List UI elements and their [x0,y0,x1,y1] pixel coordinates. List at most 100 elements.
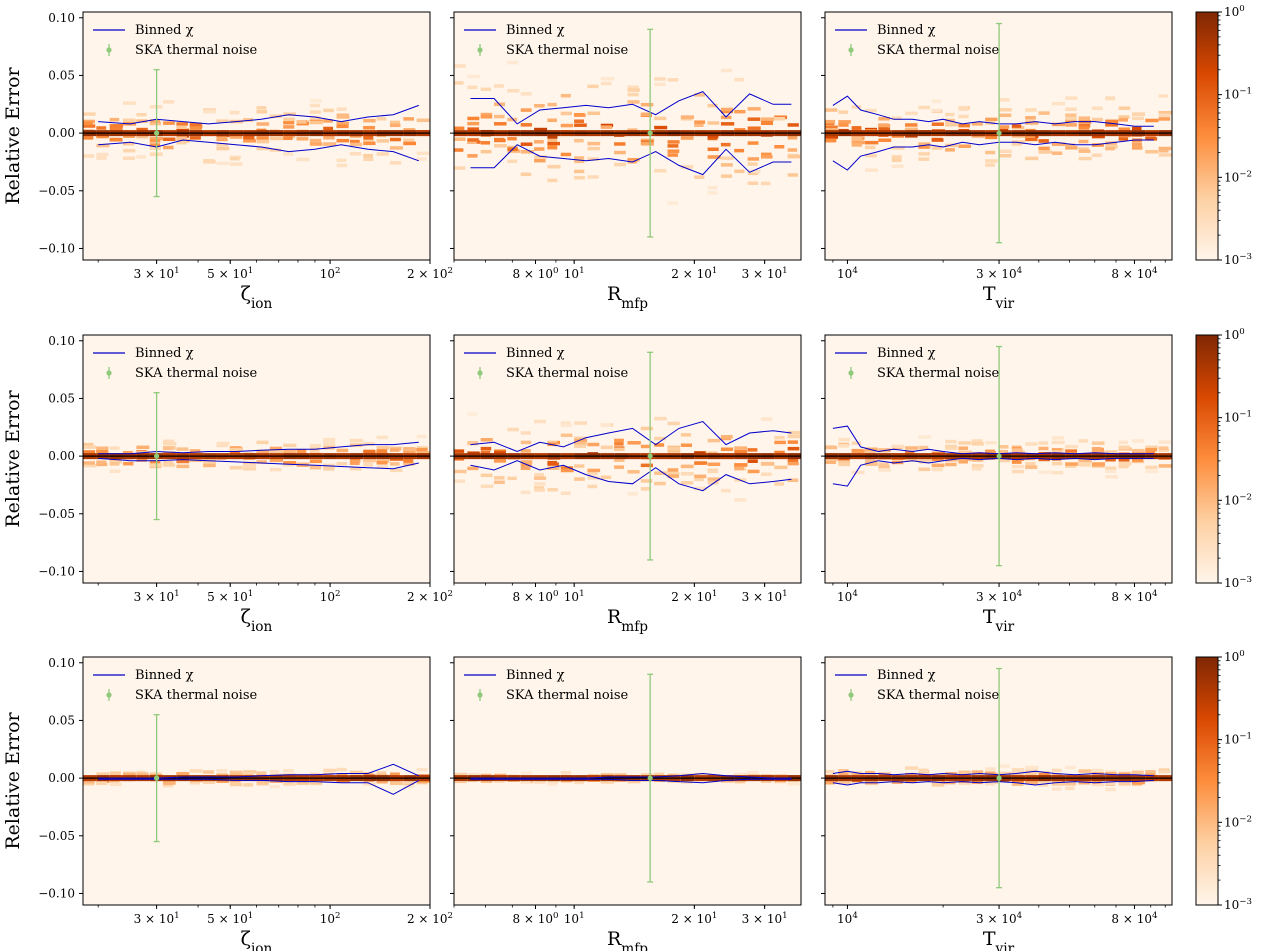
histogram-cell [667,421,680,426]
histogram-cell [376,152,389,156]
histogram-cell [985,163,995,167]
histogram-cell [83,112,96,116]
histogram-cell [838,768,849,773]
histogram-cell [1091,106,1103,111]
histogram-cell [520,490,531,495]
histogram-cell [1038,773,1050,777]
histogram-cell [787,461,799,466]
histogram-cell [534,486,544,490]
histogram-cell [547,118,557,123]
histogram-cell [680,472,694,476]
histogram-cell [614,150,626,155]
y-axis-title: Relative Error [2,711,24,849]
histogram-cell [323,443,336,448]
histogram-cell [825,121,835,126]
histogram-cell [574,138,584,143]
legend-label-noise: SKA thermal noise [506,366,629,381]
histogram-cell [480,141,491,145]
histogram-cell [507,159,518,164]
colorbar [1195,656,1219,906]
histogram-cell [787,782,800,786]
histogram-cell [109,460,122,464]
histogram-cell [216,161,230,166]
histogram-cell [229,110,240,115]
histogram-cell [547,135,558,139]
histogram-cell [747,126,761,130]
histogram-cell [309,465,322,470]
binned-chi-lower-line [832,779,1154,786]
histogram-cell [654,436,666,441]
histogram-cell [587,442,600,447]
x-axis-title: ζion [241,928,273,951]
histogram-cell [547,782,558,786]
histogram-cell [734,463,748,467]
histogram-cell [83,121,93,125]
histogram-cell [838,462,850,467]
histogram-cell [323,772,334,777]
histogram-cell [547,466,560,470]
histogram-cell [376,461,388,465]
y-tick-label: −0.10 [38,564,75,578]
histogram-cell [787,458,799,463]
histogram-cell [323,119,333,123]
histogram-cell [1025,765,1039,770]
histogram-cell [323,126,334,131]
histogram-cell [627,100,640,104]
histogram-cell [1131,780,1145,785]
histogram-cell [1091,447,1102,451]
histogram-cell [363,458,377,463]
histogram-cell [1065,765,1076,770]
histogram-cell [931,783,945,787]
histogram-cell [454,469,467,474]
histogram-cell [918,152,930,156]
histogram-cell [454,449,465,453]
histogram-cell [547,102,557,107]
histogram-cell [1011,124,1022,128]
histogram-cell [216,768,228,773]
histogram-cell [787,446,800,451]
histogram-cell [507,60,518,65]
histogram-cell [520,449,531,453]
histogram-cell [878,138,892,143]
histogram-cell [520,771,533,775]
histogram-cell [480,87,491,91]
binned-chi-lower-line [470,144,792,176]
histogram-cell [1145,469,1159,474]
histogram-cell [123,450,133,455]
histogram-cell [1105,119,1119,124]
binned-chi-upper-line [470,91,792,125]
histogram-cell [918,142,931,146]
histogram-cell [163,783,174,788]
histogram-cell [998,771,1009,776]
histogram-cell [520,440,532,445]
histogram-cell [520,463,532,467]
histogram-cell [945,123,958,127]
histogram-cell [336,113,349,117]
histogram-cell [774,465,788,470]
x-tick-label: 3 × 101 [134,589,180,604]
histogram-cell [1131,142,1142,146]
histogram-cell [480,446,492,451]
histogram-cell [269,449,283,454]
histogram-cell [376,465,389,469]
x-tick-label: 2 × 102 [407,589,453,604]
histogram-cell [467,441,478,446]
legend: Binned χ SKA thermal noise [835,668,1000,703]
histogram-cell [149,772,162,776]
histogram-cell [454,137,466,141]
histogram-cell [680,443,693,447]
histogram-cell [363,136,374,140]
colorbar-tick-label: 100 [1224,649,1245,664]
histogram-cell [680,481,694,485]
histogram-cell [1025,462,1036,466]
colorbar-tick-label: 10−2 [1224,814,1252,829]
histogram-cell [507,427,519,432]
histogram-cell [1051,142,1066,146]
histogram-cell [216,136,227,141]
histogram-cell [1158,769,1171,774]
histogram-cell [163,145,174,150]
histogram-cell [825,108,838,112]
histogram-cell [96,446,109,450]
histogram-cell [336,767,347,772]
histogram-cell [1065,123,1077,127]
